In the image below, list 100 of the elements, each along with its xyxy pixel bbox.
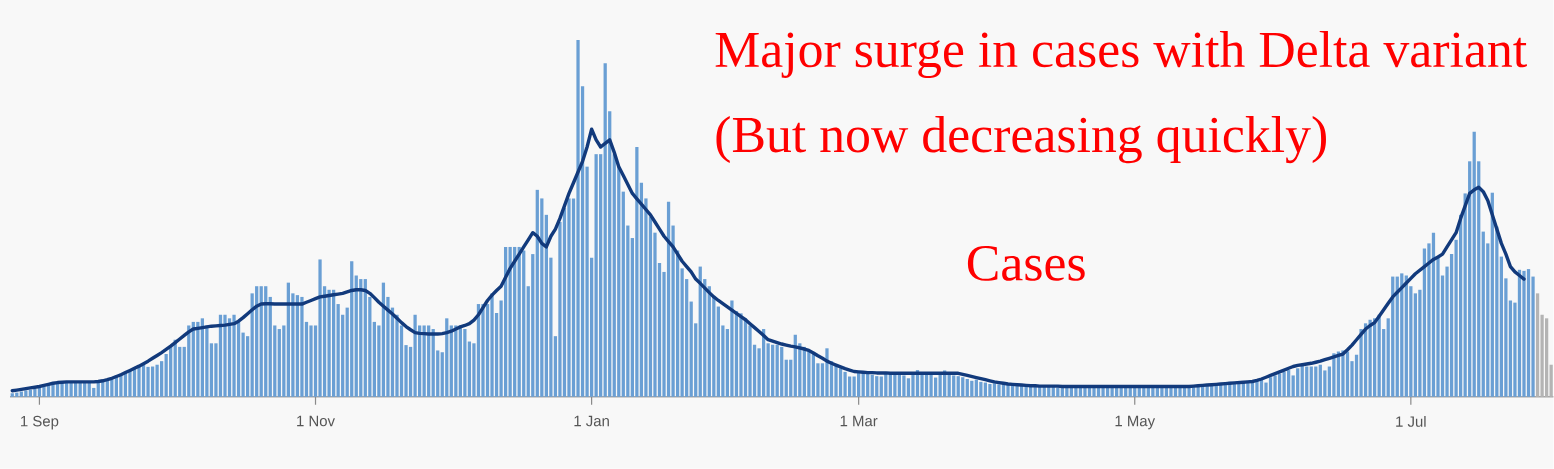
bar <box>771 344 775 397</box>
bar <box>599 154 603 397</box>
bar <box>789 359 793 397</box>
bar <box>983 382 988 397</box>
bar <box>309 325 313 397</box>
x-tick-label: 1 Nov <box>297 415 335 427</box>
bar <box>1268 377 1273 397</box>
bar <box>567 198 571 397</box>
bar <box>739 313 743 397</box>
bar <box>635 147 639 397</box>
bar <box>906 378 911 397</box>
bar <box>811 354 816 397</box>
bar <box>689 301 693 397</box>
x-tick-label: 1 Mar <box>840 415 878 427</box>
bar <box>933 377 938 397</box>
bar <box>1431 232 1436 397</box>
bar <box>327 289 331 397</box>
bar <box>870 374 874 397</box>
bar <box>535 189 539 397</box>
bar <box>1522 270 1526 397</box>
bar <box>1083 386 1087 397</box>
bar <box>956 376 960 397</box>
bar <box>965 379 969 397</box>
bar <box>1526 269 1531 397</box>
bar <box>146 366 150 397</box>
bar <box>223 314 227 397</box>
bar <box>992 383 997 397</box>
bar <box>1110 386 1114 397</box>
bar <box>1087 388 1092 397</box>
bar <box>33 389 37 397</box>
bar <box>1472 131 1476 397</box>
annotation: Major surge in cases with Delta variant <box>715 31 1527 79</box>
bar <box>576 40 580 397</box>
bar <box>1535 293 1540 397</box>
bar <box>232 314 236 397</box>
bar <box>350 261 354 397</box>
bar <box>318 259 322 397</box>
annotation: (But now decreasing quickly) <box>716 116 1326 164</box>
bar <box>19 391 23 397</box>
bar <box>838 368 843 397</box>
bar <box>141 364 146 397</box>
bar <box>1332 353 1336 397</box>
bar <box>775 344 779 397</box>
bar <box>1305 366 1309 397</box>
bar <box>843 371 847 397</box>
bar <box>51 384 55 397</box>
bar <box>137 366 141 397</box>
bar <box>961 377 965 397</box>
bar <box>730 300 734 397</box>
bar <box>612 154 616 397</box>
bar <box>1549 364 1553 397</box>
bar <box>594 154 598 397</box>
bar <box>155 364 159 397</box>
bar <box>531 254 535 397</box>
bar <box>879 376 883 397</box>
bar <box>784 359 788 397</box>
bar <box>825 348 829 397</box>
bar <box>490 293 494 397</box>
bar <box>37 388 42 397</box>
bar <box>169 346 173 397</box>
bar <box>929 374 933 397</box>
bar <box>902 375 906 397</box>
bar <box>748 325 752 397</box>
bar <box>1015 386 1019 397</box>
bar <box>24 390 28 397</box>
bar <box>997 384 1001 397</box>
bar <box>847 376 852 397</box>
bar <box>10 393 14 397</box>
bar <box>1544 318 1549 397</box>
x-tick-label: 1 Jul <box>1396 415 1426 427</box>
bar <box>834 364 838 397</box>
x-tick-label: 1 Sep <box>21 415 59 430</box>
bar <box>1282 371 1286 397</box>
bar <box>866 373 870 397</box>
bar <box>970 380 974 397</box>
bar <box>1314 366 1318 397</box>
bar <box>1309 366 1313 397</box>
bar <box>1341 350 1345 397</box>
bar <box>952 375 956 397</box>
bar <box>1101 386 1105 397</box>
bar <box>974 379 978 397</box>
bar <box>1056 387 1060 397</box>
bar <box>1481 231 1485 397</box>
bar <box>481 304 485 397</box>
bar <box>150 366 155 397</box>
bar <box>1074 386 1078 397</box>
bar <box>359 279 363 397</box>
x-tick-label: 1 May <box>1115 415 1156 430</box>
bar <box>1318 364 1322 397</box>
bar <box>780 346 784 397</box>
bar <box>911 373 915 397</box>
bar <box>666 201 671 397</box>
bar <box>1092 386 1096 397</box>
bar <box>1273 375 1277 397</box>
bar <box>336 304 340 397</box>
bar <box>413 314 417 397</box>
bar <box>28 389 33 397</box>
bar <box>621 191 625 397</box>
bar <box>463 329 467 397</box>
annotation: Cases <box>967 246 1085 281</box>
